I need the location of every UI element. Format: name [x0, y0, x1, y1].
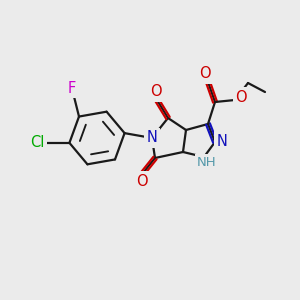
Text: O: O [136, 173, 148, 188]
Text: NH: NH [197, 155, 217, 169]
Text: O: O [150, 85, 162, 100]
Text: Cl: Cl [30, 135, 45, 150]
Text: N: N [147, 130, 158, 146]
Text: F: F [68, 81, 76, 96]
Text: O: O [235, 89, 247, 104]
Text: O: O [199, 67, 211, 82]
Text: N: N [217, 134, 227, 148]
